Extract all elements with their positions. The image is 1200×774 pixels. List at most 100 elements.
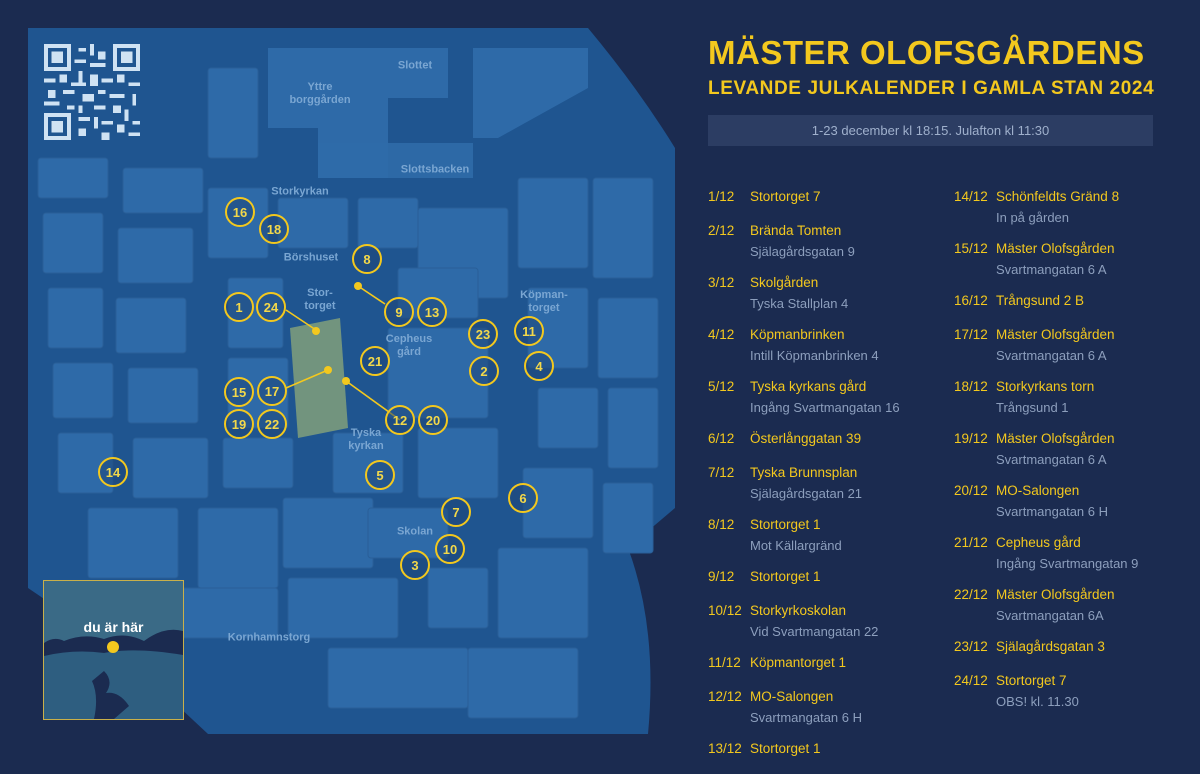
page-title: MÄSTER OLOFSGÅRDENS — [708, 34, 1145, 71]
marker-8[interactable]: 8 — [352, 244, 382, 274]
calendar-detail: Svartmangatan 6 A — [996, 262, 1107, 277]
calendar-entry: 2/12 Brända Tomten Själagårdsgatan 9 — [708, 222, 948, 260]
calendar-date: 4/12 — [708, 327, 735, 342]
calendar-detail: OBS! kl. 11.30 — [996, 694, 1079, 709]
calendar-place: Mäster Olofsgården — [996, 587, 1115, 602]
calendar-detail: Svartmangatan 6 H — [996, 504, 1109, 519]
calendar-place: Brända Tomten — [750, 223, 842, 238]
calendar-place: MO-Salongen — [996, 483, 1080, 498]
calendar-detail: Tyska Stallplan 4 — [750, 296, 849, 311]
marker-1[interactable]: 1 — [224, 292, 254, 322]
calendar-date: 20/12 — [954, 483, 988, 498]
calendar-detail: Intill Köpmanbrinken 4 — [750, 348, 879, 363]
calendar-entry-title: 24/12 Stortorget 7 — [954, 672, 1194, 689]
marker-21[interactable]: 21 — [360, 346, 390, 376]
calendar-entry: 8/12 Stortorget 1 Mot Källargränd — [708, 516, 948, 554]
marker-15[interactable]: 15 — [224, 377, 254, 407]
calendar-date: 9/12 — [708, 569, 735, 584]
calendar-date: 16/12 — [954, 293, 988, 308]
calendar-entry-title: 2/12 Brända Tomten — [708, 222, 948, 239]
marker-9[interactable]: 9 — [384, 297, 414, 327]
calendar-date: 17/12 — [954, 327, 988, 342]
calendar-entry-title: 17/12 Mäster Olofsgården — [954, 326, 1194, 343]
calendar-entry: 3/12 Skolgården Tyska Stallplan 4 — [708, 274, 948, 312]
calendar-entry-title: 6/12 Österlånggatan 39 — [708, 430, 948, 447]
marker-10[interactable]: 10 — [435, 534, 465, 564]
calendar-entry-title: 23/12 Själagårdsgatan 3 — [954, 638, 1194, 655]
calendar-entry-title: 19/12 Mäster Olofsgården — [954, 430, 1194, 447]
marker-7[interactable]: 7 — [441, 497, 471, 527]
marker-14[interactable]: 14 — [98, 457, 128, 487]
you-are-here-marker — [107, 641, 119, 653]
calendar-date: 13/12 — [708, 741, 742, 756]
calendar-date: 11/12 — [708, 655, 741, 670]
calendar-entry-title: 21/12 Cepheus gård — [954, 534, 1194, 551]
qr-code[interactable] — [44, 44, 140, 140]
calendar-column-2: 14/12 Schönfeldts Gränd 8 In på gården 15/1… — [954, 188, 1194, 724]
calendar-date: 8/12 — [708, 517, 735, 532]
calendar-entry: 9/12 Stortorget 1 — [708, 568, 948, 585]
calendar-place: Mäster Olofsgården — [996, 431, 1115, 446]
calendar-entry-title: 15/12 Mäster Olofsgården — [954, 240, 1194, 257]
marker-22[interactable]: 22 — [257, 409, 287, 439]
calendar-entry-title: 5/12 Tyska kyrkans gård — [708, 378, 948, 395]
you-are-here-label: du är här — [83, 619, 144, 635]
calendar-entry: 15/12 Mäster Olofsgården Svartmangatan 6 A — [954, 240, 1194, 278]
calendar-date: 7/12 — [708, 465, 735, 480]
marker-17[interactable]: 17 — [257, 376, 287, 406]
calendar-entry-title: 16/12 Trångsund 2 B — [954, 292, 1194, 309]
calendar-entry-title: 20/12 MO-Salongen — [954, 482, 1194, 499]
calendar-entry: 6/12 Österlånggatan 39 — [708, 430, 948, 447]
marker-18[interactable]: 18 — [259, 214, 289, 244]
calendar-place: Stortorget 1 — [750, 517, 821, 532]
calendar-entry-title: 3/12 Skolgården — [708, 274, 948, 291]
calendar-entry: 22/12 Mäster Olofsgården Svartmangatan 6A — [954, 586, 1194, 624]
marker-2[interactable]: 2 — [469, 356, 499, 386]
calendar-date: 3/12 — [708, 275, 735, 290]
marker-19[interactable]: 19 — [224, 409, 254, 439]
calendar-entry: 14/12 Schönfeldts Gränd 8 In på gården — [954, 188, 1194, 226]
marker-16[interactable]: 16 — [225, 197, 255, 227]
calendar-date: 5/12 — [708, 379, 735, 394]
marker-20[interactable]: 20 — [418, 405, 448, 435]
calendar-entry: 1/12 Stortorget 7 — [708, 188, 948, 205]
calendar-place: Storkyrkoskolan — [750, 603, 847, 618]
marker-6[interactable]: 6 — [508, 483, 538, 513]
calendar-entry: 13/12 Stortorget 1 — [708, 740, 948, 757]
calendar-place: Storkyrkans torn — [996, 379, 1095, 394]
marker-4[interactable]: 4 — [524, 351, 554, 381]
calendar-detail: Svartmangatan 6 A — [996, 452, 1107, 467]
calendar-date: 23/12 — [954, 639, 988, 654]
calendar-place: Tyska kyrkans gård — [750, 379, 867, 394]
calendar-entry-title: 14/12 Schönfeldts Gränd 8 — [954, 188, 1194, 205]
calendar-place: Cepheus gård — [996, 535, 1081, 550]
calendar-detail: Svartmangatan 6 H — [750, 710, 863, 725]
calendar-entry-title: 9/12 Stortorget 1 — [708, 568, 948, 585]
marker-5[interactable]: 5 — [365, 460, 395, 490]
map-label-stortorget: Stor- torget — [304, 287, 336, 312]
map-label-slottet: Slottet — [397, 59, 433, 72]
marker-24[interactable]: 24 — [256, 292, 286, 322]
calendar-entry: 20/12 MO-Salongen Svartmangatan 6 H — [954, 482, 1194, 520]
calendar-date: 10/12 — [708, 603, 742, 618]
calendar-entry: 17/12 Mäster Olofsgården Svartmangatan 6 A — [954, 326, 1194, 364]
calendar-entry: 12/12 MO-Salongen Svartmangatan 6 H — [708, 688, 948, 726]
calendar-place: Mäster Olofsgården — [996, 327, 1115, 342]
calendar-entry-title: 10/12 Storkyrkoskolan — [708, 602, 948, 619]
marker-13[interactable]: 13 — [417, 297, 447, 327]
calendar-entry: 10/12 Storkyrkoskolan Vid Svartmangatan 22 — [708, 602, 948, 640]
calendar-entry-title: 1/12 Stortorget 7 — [708, 188, 948, 205]
marker-12[interactable]: 12 — [385, 405, 415, 435]
calendar-detail: Själagårdsgatan 9 — [750, 244, 855, 259]
calendar-date: 15/12 — [954, 241, 988, 256]
calendar-entry-title: 11/12 Köpmantorget 1 — [708, 654, 948, 671]
marker-23[interactable]: 23 — [468, 319, 498, 349]
calendar-entry-title: 12/12 MO-Salongen — [708, 688, 948, 705]
map-label-slottsbacken: Slottsbacken — [400, 163, 470, 176]
map[interactable]: Slottet Yttre borggården Slottsbacken St… — [28, 28, 675, 734]
calendar-detail: Själagårdsgatan 21 — [750, 486, 863, 501]
calendar-place: Stortorget 1 — [750, 569, 821, 584]
marker-3[interactable]: 3 — [400, 550, 430, 580]
map-label-storkyrkan: Storkyrkan — [271, 185, 329, 198]
marker-11[interactable]: 11 — [514, 316, 544, 346]
